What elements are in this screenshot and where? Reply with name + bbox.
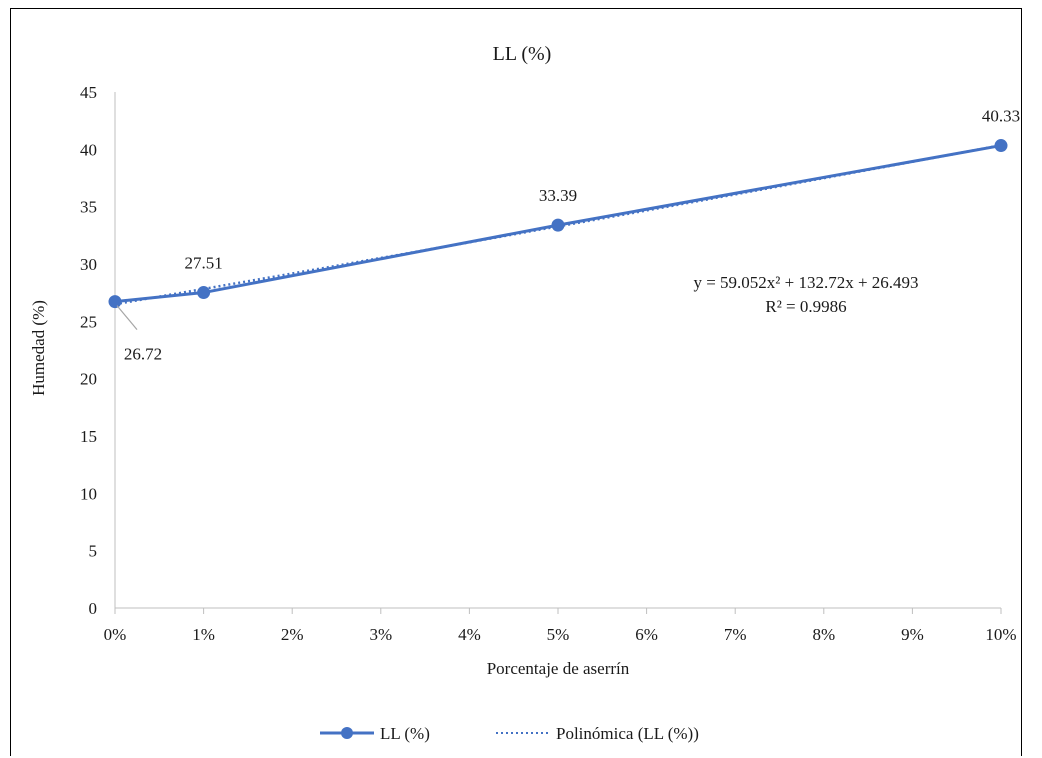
y-tick-label: 5 — [89, 542, 98, 561]
legend: LL (%) Polinómica (LL (%)) — [320, 724, 699, 743]
data-label-leader-line — [116, 305, 138, 330]
y-axis-title: Humedad (%) — [29, 300, 48, 396]
x-tick-label: 3% — [369, 625, 392, 644]
x-tick-label: 1% — [192, 625, 215, 644]
data-label: 40.33 — [982, 107, 1020, 126]
data-label: 26.72 — [124, 345, 162, 364]
data-point — [197, 286, 211, 300]
y-tick-label: 30 — [80, 255, 97, 274]
plot-area: 26.72 27.51 33.39 40.33 — [108, 107, 1020, 364]
y-tick-label: 25 — [80, 312, 97, 331]
y-tick-label: 15 — [80, 427, 97, 446]
series-line — [114, 144, 1002, 304]
x-tick-label: 8% — [812, 625, 835, 644]
x-tick-label: 9% — [901, 625, 924, 644]
x-axis-title: Porcentaje de aserrín — [487, 659, 630, 678]
x-tick-label: 7% — [724, 625, 747, 644]
data-label: 33.39 — [539, 186, 577, 205]
y-tick-label: 20 — [80, 370, 97, 389]
y-tick-label: 0 — [89, 599, 98, 618]
x-tick-label: 4% — [458, 625, 481, 644]
x-tick-label: 0% — [104, 625, 127, 644]
y-tick-label: 10 — [80, 484, 97, 503]
y-tick-label: 45 — [80, 83, 97, 102]
x-tick-label: 10% — [985, 625, 1016, 644]
legend-series-marker — [341, 727, 353, 739]
data-label: 27.51 — [184, 254, 222, 273]
x-tick-label: 2% — [281, 625, 304, 644]
y-axis: 0 5 10 15 20 25 30 35 40 45 — [80, 83, 116, 618]
x-axis: 0% 1% 2% 3% 4% 5% 6% 7% 8% 9% 10% — [104, 607, 1017, 644]
data-point — [551, 218, 565, 232]
data-point — [108, 295, 122, 309]
trendline-equation: y = 59.052x² + 132.72x + 26.493 — [693, 273, 918, 292]
y-tick-label: 35 — [80, 198, 97, 217]
y-tick-label: 40 — [80, 140, 97, 159]
trendline-r2: R² = 0.9986 — [765, 297, 846, 316]
x-tick-label: 6% — [635, 625, 658, 644]
chart-title: LL (%) — [493, 43, 552, 65]
legend-trendline-label: Polinómica (LL (%)) — [556, 724, 699, 743]
chart-frame — [10, 8, 1022, 756]
legend-series-label: LL (%) — [380, 724, 430, 743]
data-point — [994, 139, 1008, 153]
x-tick-label: 5% — [547, 625, 570, 644]
